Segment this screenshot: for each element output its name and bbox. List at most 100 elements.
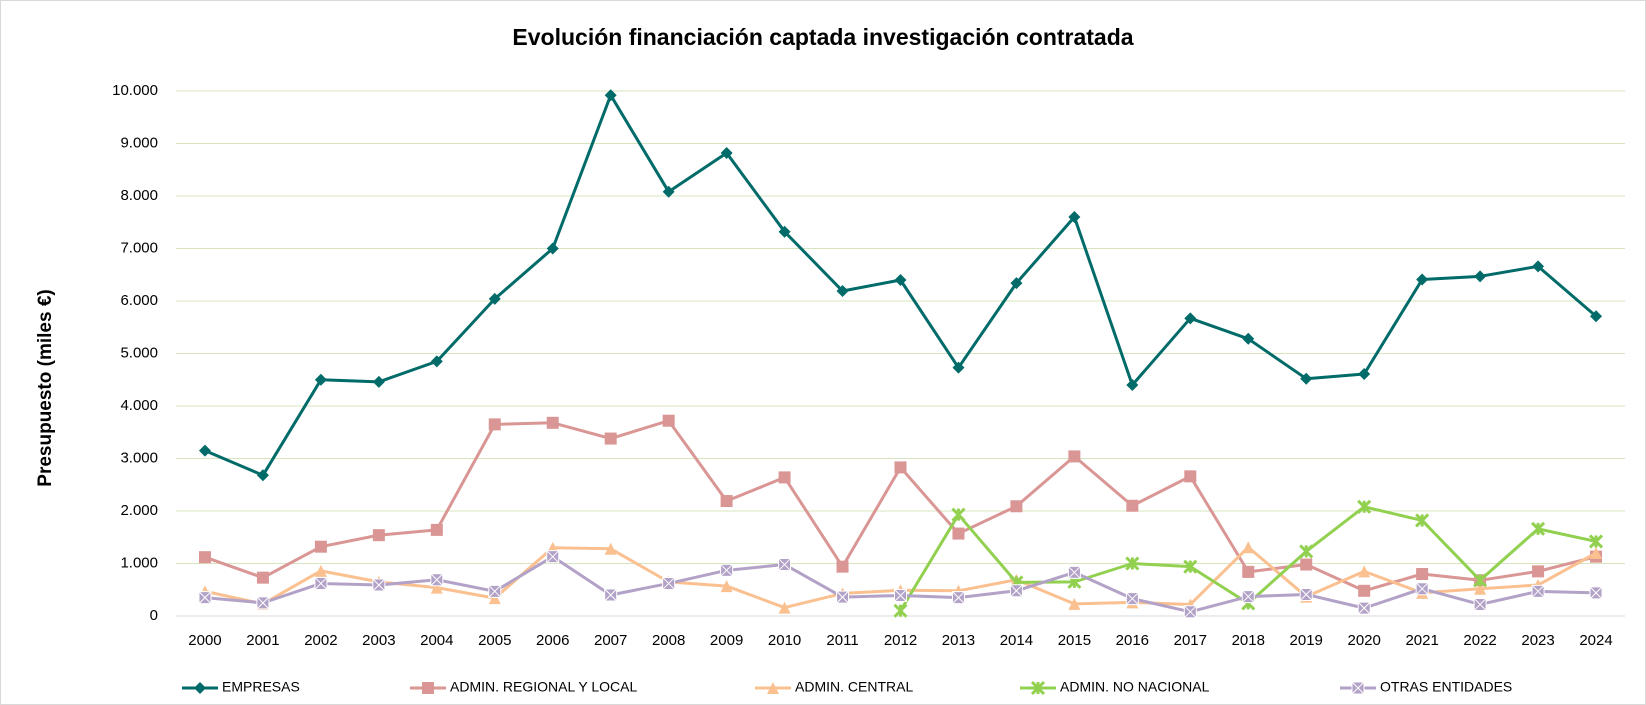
marker <box>1474 270 1487 283</box>
marker <box>604 588 618 602</box>
marker <box>1530 521 1546 536</box>
x-tick-label: 2018 <box>1232 632 1265 649</box>
marker <box>720 146 733 159</box>
x-tick-label: 2006 <box>536 632 569 649</box>
marker <box>720 563 734 577</box>
marker <box>836 590 850 604</box>
marker <box>1358 565 1371 578</box>
marker <box>430 523 443 536</box>
marker <box>1300 558 1313 571</box>
marker <box>198 551 211 564</box>
legend-label: ADMIN. REGIONAL Y LOCAL <box>450 679 637 695</box>
marker <box>1416 568 1429 580</box>
x-tick-label: 2004 <box>420 632 453 649</box>
marker <box>430 581 443 594</box>
marker <box>1184 470 1197 483</box>
x-tick-label: 2016 <box>1116 632 1149 649</box>
marker <box>488 584 502 598</box>
x-tick-label: 2013 <box>942 632 975 649</box>
y-tick-label: 7.000 <box>120 239 158 256</box>
marker <box>1590 310 1603 323</box>
marker <box>1531 584 1545 598</box>
x-tick-label: 2021 <box>1405 632 1438 649</box>
marker <box>662 414 675 427</box>
marker <box>198 591 212 605</box>
marker <box>778 225 791 238</box>
y-tick-label: 10.000 <box>112 82 158 99</box>
marker <box>256 469 269 482</box>
marker <box>256 596 270 610</box>
x-tick-label: 2005 <box>478 632 511 649</box>
marker <box>546 416 559 429</box>
marker <box>198 444 211 457</box>
marker <box>604 432 617 445</box>
marker <box>1358 367 1371 380</box>
marker <box>1473 573 1488 588</box>
marker <box>1125 592 1139 606</box>
marker <box>1589 586 1603 600</box>
marker <box>1010 277 1023 290</box>
marker <box>1357 499 1372 514</box>
marker <box>1010 500 1023 513</box>
marker <box>951 507 966 522</box>
marker <box>1357 601 1371 615</box>
x-tick-label: 2000 <box>188 632 221 649</box>
x-tick-label: 2015 <box>1058 632 1091 649</box>
marker <box>488 592 501 605</box>
marker <box>1590 547 1603 559</box>
marker <box>767 682 779 694</box>
marker <box>1183 559 1198 574</box>
marker <box>1242 541 1255 554</box>
legend-label: EMPRESAS <box>222 679 300 695</box>
marker <box>314 373 327 386</box>
marker <box>1415 582 1429 596</box>
x-tick-label: 2014 <box>1000 632 1033 649</box>
x-tick-label: 2010 <box>768 632 801 649</box>
marker <box>1184 312 1197 325</box>
marker <box>1415 513 1430 528</box>
y-tick-label: 5.000 <box>120 344 158 361</box>
marker <box>1068 450 1081 463</box>
series <box>198 89 1603 482</box>
y-tick-label: 8.000 <box>120 187 158 204</box>
marker <box>1474 582 1487 595</box>
marker <box>1126 379 1139 391</box>
y-tick-label: 3.000 <box>120 449 158 466</box>
y-tick-label: 1.000 <box>120 554 158 571</box>
marker <box>546 550 560 564</box>
y-axis-label: Presupuesto (miles €) <box>35 289 56 486</box>
marker <box>488 292 501 305</box>
x-tick-label: 2003 <box>362 632 395 649</box>
x-tick-label: 2001 <box>246 632 279 649</box>
marker <box>256 571 269 584</box>
marker <box>430 573 444 587</box>
marker <box>836 560 849 573</box>
marker <box>720 580 733 593</box>
x-tick-label: 2008 <box>652 632 685 649</box>
marker <box>894 274 907 286</box>
marker <box>1473 597 1487 611</box>
series <box>198 414 1603 597</box>
marker <box>1068 211 1081 223</box>
marker <box>952 361 965 374</box>
marker <box>1068 597 1081 610</box>
x-tick-label: 2012 <box>884 632 917 649</box>
marker <box>1030 680 1046 696</box>
marker <box>1532 565 1545 578</box>
marker <box>1242 332 1255 345</box>
x-tick-label: 2023 <box>1521 632 1554 649</box>
marker <box>1416 273 1429 286</box>
chart-title: Evolución financiación captada investiga… <box>512 24 1133 50</box>
x-tick-label: 2019 <box>1290 632 1323 649</box>
marker <box>194 682 206 694</box>
marker <box>372 529 385 542</box>
marker <box>778 601 791 614</box>
marker <box>952 527 965 540</box>
marker <box>372 578 386 592</box>
x-tick-label: 2017 <box>1174 632 1207 649</box>
x-tick-label: 2009 <box>710 632 743 649</box>
marker <box>488 418 501 431</box>
marker <box>1242 565 1255 578</box>
marker <box>951 591 965 605</box>
